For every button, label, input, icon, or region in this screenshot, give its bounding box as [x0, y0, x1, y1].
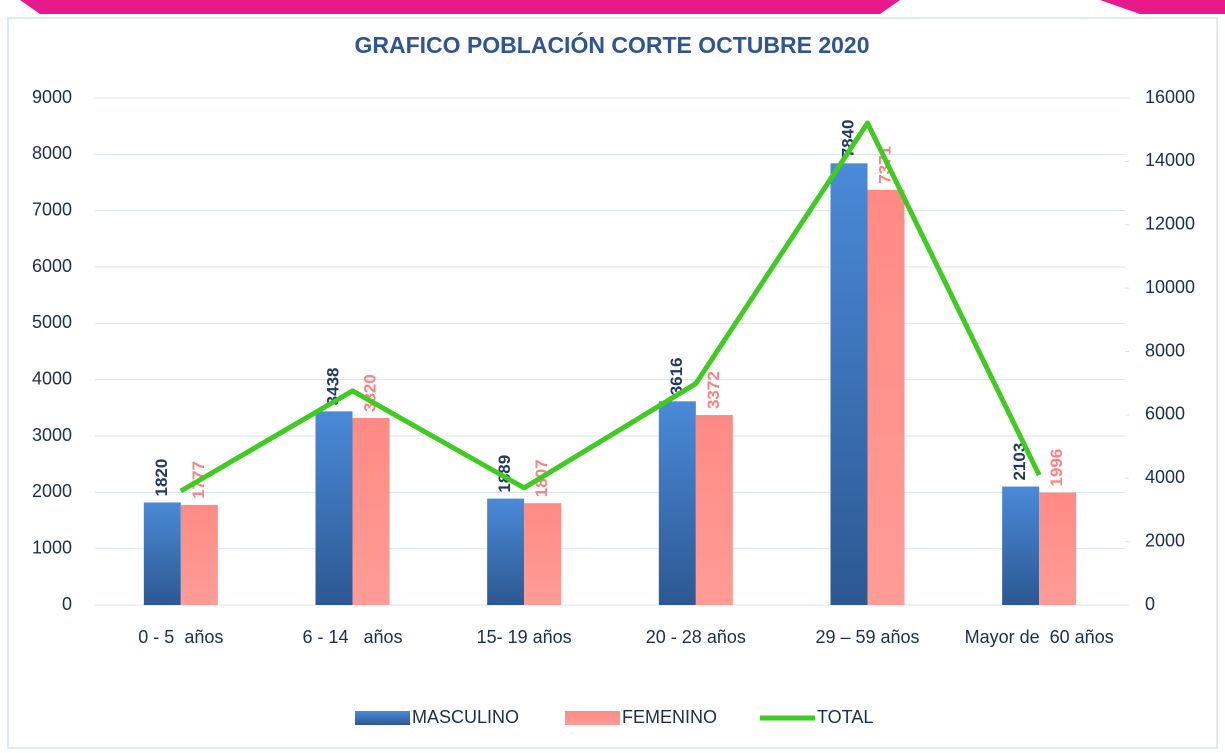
x-tick-label: 0 - 5 años	[138, 627, 224, 647]
bar	[867, 189, 905, 605]
y2-tick-label: 10000	[1145, 277, 1195, 297]
y-tick-label: 6000	[32, 256, 72, 276]
banner	[20, 0, 900, 14]
x-tick-label: 15- 19 años	[476, 627, 572, 647]
x-tick-label: 20 - 28 años	[645, 627, 746, 647]
y2-tick-label: 2000	[1145, 530, 1185, 550]
y2-tick-label: 16000	[1145, 87, 1195, 107]
y2-tick-label: 12000	[1145, 214, 1195, 234]
x-tick-label: 29 – 59 años	[815, 627, 920, 647]
banner	[1100, 0, 1225, 14]
data-label: 3438	[323, 367, 342, 405]
y2-tick-label: 4000	[1145, 467, 1185, 487]
legend-swatch	[565, 711, 620, 725]
x-tick-label: 6 - 14 años	[302, 627, 403, 647]
data-label: 1820	[152, 459, 171, 497]
line	[179, 120, 1042, 494]
bar	[695, 415, 733, 605]
chart-frame	[7, 17, 1218, 749]
bar	[352, 417, 390, 605]
y-tick-label: 2000	[32, 481, 72, 501]
bar	[1002, 486, 1040, 605]
y-tick-label: 4000	[32, 368, 72, 388]
data-label: 3372	[704, 371, 723, 409]
y-tick-label: 5000	[32, 312, 72, 332]
y-tick-label: 7000	[32, 199, 72, 219]
bar	[1039, 492, 1077, 605]
y-tick-label: 0	[62, 594, 72, 614]
data-label: 1889	[495, 455, 514, 493]
chart-title: GRAFICO POBLACIÓN CORTE OCTUBRE 2020	[355, 31, 870, 58]
bar	[524, 503, 562, 605]
data-label: 3616	[667, 357, 686, 395]
y2-tick-label: 8000	[1145, 340, 1185, 360]
x-tick-label: Mayor de 60 años	[964, 627, 1114, 647]
legend-swatch	[355, 711, 410, 725]
bar	[830, 163, 868, 605]
legend-label: MASCULINO	[412, 707, 519, 727]
y-tick-label: 8000	[32, 143, 72, 163]
legend-label: FEMENINO	[622, 707, 717, 727]
bar	[315, 411, 353, 605]
y2-tick-label: 0	[1145, 594, 1155, 614]
y-tick-label: 9000	[32, 87, 72, 107]
data-label: 2103	[1010, 443, 1029, 481]
bar	[487, 498, 525, 605]
bar	[143, 502, 181, 605]
y2-tick-label: 14000	[1145, 150, 1195, 170]
y-tick-label: 3000	[32, 425, 72, 445]
data-label: 1996	[1047, 449, 1066, 487]
legend-label: TOTAL	[817, 707, 873, 727]
y2-tick-label: 6000	[1145, 404, 1185, 424]
bar	[180, 504, 218, 605]
y-tick-label: 1000	[32, 537, 72, 557]
bar	[658, 401, 696, 605]
